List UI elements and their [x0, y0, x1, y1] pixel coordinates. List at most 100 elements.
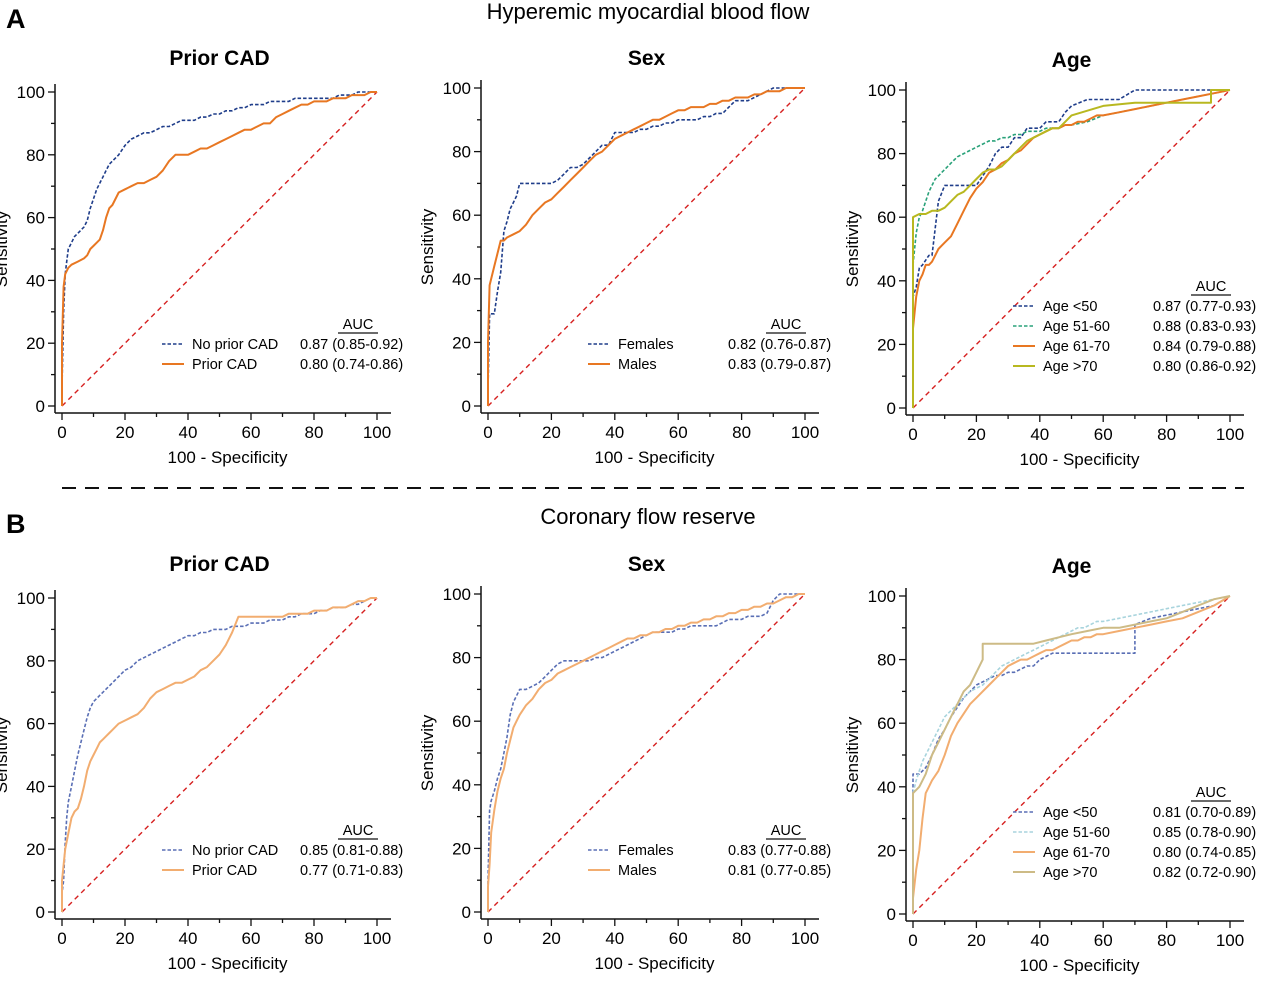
legend-name: Age >70: [1043, 865, 1097, 881]
x-tick-label: 40: [179, 423, 198, 442]
legend-auc: 0.83 (0.77-0.88): [728, 843, 831, 859]
legend-name: No prior CAD: [192, 337, 278, 353]
roc-chart-3: Age 0 20 40 60 80 100 0 20 40 60 80 100 100 - Specifi…: [843, 49, 1256, 469]
y-tick-label: 80: [26, 652, 45, 671]
legend-name: Age 51-60: [1043, 825, 1110, 841]
legend-name: Age 61-70: [1043, 845, 1110, 861]
y-tick-label: 20: [26, 840, 45, 859]
legend-auc: 0.87 (0.77-0.93): [1153, 299, 1256, 315]
y-tick-label: 0: [887, 399, 896, 418]
reference-line: [487, 87, 806, 407]
panel-heading-a: Hyperemic myocardial blood flow: [487, 0, 810, 24]
roc-curve-1: [912, 89, 1230, 408]
x-tick-label: 100: [791, 929, 819, 948]
y-tick-label: 80: [877, 651, 896, 670]
chart-title: Sex: [628, 47, 666, 70]
y-tick-label: 60: [452, 206, 471, 225]
y-tick-label: 40: [26, 271, 45, 290]
roc-curve-4: [912, 595, 1231, 914]
x-tick-label: 60: [242, 929, 261, 948]
auc-header: AUC: [343, 317, 374, 333]
x-tick-label: 100: [1216, 931, 1244, 950]
reference-line: [912, 595, 1231, 915]
y-tick-label: 20: [26, 334, 45, 353]
x-tick-label: 60: [242, 423, 261, 442]
roc-chart-2: Sex 0 20 40 60 80 100 0 20 40 60 80 100 100 - Specifi…: [418, 47, 831, 467]
x-axis-label: 100 - Specificity: [168, 448, 288, 467]
reference-line: [61, 597, 378, 913]
y-tick-label: 0: [887, 905, 896, 924]
x-tick-label: 80: [732, 929, 751, 948]
legend-auc: 0.84 (0.79-0.88): [1153, 339, 1256, 355]
y-axis-label: Sensitivity: [843, 716, 862, 793]
y-axis-label: Sensitivity: [0, 210, 11, 287]
x-tick-label: 100: [791, 423, 819, 442]
y-tick-label: 60: [26, 209, 45, 228]
x-tick-label: 40: [605, 929, 624, 948]
y-tick-label: 40: [452, 776, 471, 795]
y-tick-label: 100: [17, 589, 45, 608]
x-tick-label: 80: [305, 929, 324, 948]
auc-header: AUC: [771, 823, 802, 839]
y-tick-label: 20: [452, 333, 471, 352]
x-tick-label: 20: [542, 929, 561, 948]
y-tick-label: 80: [26, 146, 45, 165]
panel-letter-b: B: [6, 509, 26, 539]
roc-curve-2: [61, 91, 377, 406]
x-axis-label: 100 - Specificity: [595, 448, 715, 467]
roc-curve-1: [487, 593, 805, 912]
reference-line: [61, 91, 378, 407]
x-tick-label: 80: [732, 423, 751, 442]
roc-curve-1: [61, 597, 377, 912]
y-tick-label: 100: [443, 79, 471, 98]
legend-auc: 0.81 (0.77-0.85): [728, 863, 831, 879]
roc-curve-3: [912, 595, 1231, 914]
legend-name: Males: [618, 357, 657, 373]
chart-title: Age: [1052, 555, 1092, 578]
x-tick-label: 40: [1030, 425, 1049, 444]
legend-auc: 0.88 (0.83-0.93): [1153, 319, 1256, 335]
roc-curve-2: [61, 597, 377, 912]
x-tick-label: 80: [1157, 425, 1176, 444]
roc-curve-2: [912, 595, 1231, 914]
x-tick-label: 20: [967, 931, 986, 950]
x-axis-label: 100 - Specificity: [168, 954, 288, 973]
x-axis-label: 100 - Specificity: [1020, 450, 1140, 469]
y-axis-label: Sensitivity: [0, 716, 11, 793]
x-tick-label: 100: [363, 929, 391, 948]
roc-curve-4: [912, 89, 1230, 408]
y-axis-label: Sensitivity: [843, 210, 862, 287]
y-tick-label: 100: [868, 587, 896, 606]
y-tick-label: 80: [452, 649, 471, 668]
y-tick-label: 0: [462, 397, 471, 416]
roc-curve-1: [61, 91, 377, 406]
roc-chart-5: Sex 0 20 40 60 80 100 0 20 40 60 80 100 100 - Specifi…: [418, 553, 831, 973]
x-axis-label: 100 - Specificity: [1020, 956, 1140, 975]
auc-header: AUC: [343, 823, 374, 839]
legend-name: No prior CAD: [192, 843, 278, 859]
legend-name: Females: [618, 843, 674, 859]
legend-auc: 0.77 (0.71-0.83): [300, 863, 403, 879]
charts-layer: Prior CAD 0 20 40 60 80 100 0 20 40 60 80 100 100 - S…: [0, 47, 1256, 975]
y-tick-label: 60: [877, 208, 896, 227]
legend-auc: 0.80 (0.74-0.86): [300, 357, 403, 373]
legend-name: Prior CAD: [192, 863, 257, 879]
x-tick-label: 0: [908, 425, 917, 444]
chart-title: Sex: [628, 553, 666, 576]
y-tick-label: 40: [452, 270, 471, 289]
legend-name: Prior CAD: [192, 357, 257, 373]
y-tick-label: 100: [443, 585, 471, 604]
y-tick-label: 40: [877, 778, 896, 797]
legend-auc: 0.82 (0.72-0.90): [1153, 865, 1256, 881]
x-tick-label: 60: [1094, 425, 1113, 444]
reference-line: [487, 593, 806, 913]
auc-header: AUC: [1196, 785, 1227, 801]
x-tick-label: 20: [116, 423, 135, 442]
legend-name: Age 61-70: [1043, 339, 1110, 355]
legend-auc: 0.82 (0.76-0.87): [728, 337, 831, 353]
y-tick-label: 0: [36, 397, 45, 416]
y-tick-label: 20: [452, 839, 471, 858]
legend-name: Age >70: [1043, 359, 1097, 375]
legend-auc: 0.80 (0.74-0.85): [1153, 845, 1256, 861]
